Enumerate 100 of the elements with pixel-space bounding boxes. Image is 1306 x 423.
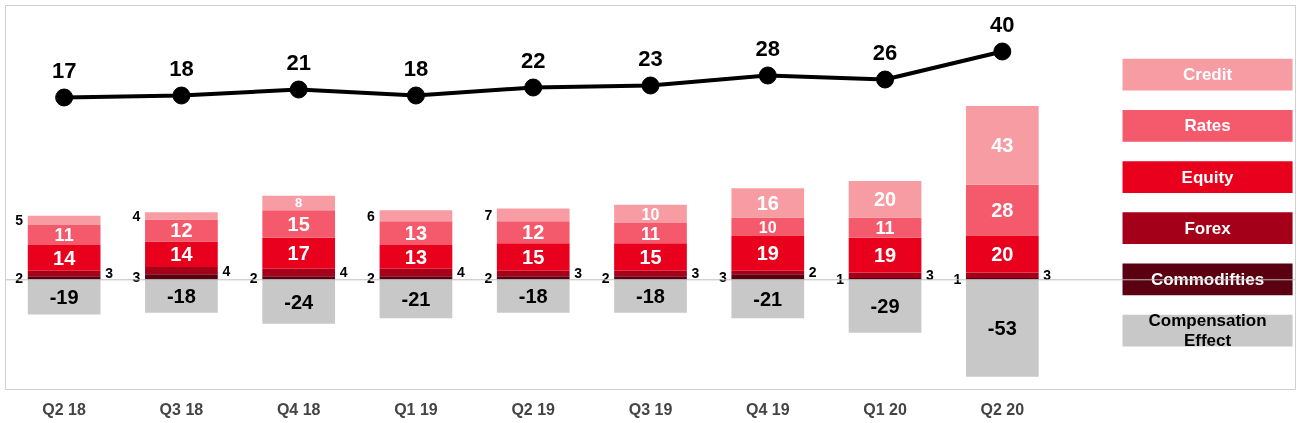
point <box>993 42 1012 61</box>
data-label: -19 <box>49 286 79 309</box>
bar <box>614 243 687 271</box>
data-label: 3 <box>718 269 727 286</box>
data-label: 10 <box>641 205 660 223</box>
data-label: 28 <box>755 35 781 61</box>
bar <box>262 237 336 269</box>
data-label: 6 <box>367 207 376 224</box>
text: Equity <box>1181 167 1235 187</box>
bar <box>145 266 218 275</box>
data-label: 3 <box>926 267 935 284</box>
bar <box>965 272 1039 278</box>
point <box>758 66 777 85</box>
data-label: 17 <box>51 57 77 83</box>
bar <box>379 210 453 222</box>
bar <box>614 270 687 277</box>
data-label: 3 <box>132 269 141 286</box>
text: Forex <box>1184 218 1232 238</box>
x-tick-label: Q2 19 <box>511 400 556 418</box>
data-label: 3 <box>691 265 700 282</box>
bar <box>965 235 1039 273</box>
point <box>55 88 74 107</box>
data-label: 11 <box>54 225 74 246</box>
data-label: 15 <box>287 213 310 236</box>
bar <box>145 241 218 267</box>
data-label: 5 <box>15 212 24 229</box>
data-label: 2 <box>808 264 817 281</box>
data-label: 3 <box>574 265 583 282</box>
data-label: 22 <box>520 47 546 73</box>
point <box>172 86 191 105</box>
bar <box>27 270 101 277</box>
data-label: -53 <box>987 317 1017 340</box>
data-label: 1 <box>953 270 962 287</box>
bar <box>496 243 570 271</box>
bar <box>731 235 805 271</box>
bar <box>145 212 218 220</box>
bar <box>379 268 453 277</box>
data-label: 21 <box>286 49 311 75</box>
bar <box>848 181 922 218</box>
bar <box>27 215 101 225</box>
bar <box>27 245 101 271</box>
data-label: 14 <box>53 246 77 269</box>
data-label: 16 <box>756 191 779 214</box>
data-label: 4 <box>222 262 231 279</box>
data-label: 2 <box>367 269 376 286</box>
data-label: 14 <box>170 243 194 266</box>
data-label: 15 <box>522 245 545 268</box>
data-label: 12 <box>522 221 545 244</box>
data-label: 12 <box>170 219 193 242</box>
point <box>641 76 660 95</box>
data-label: -18 <box>518 285 548 308</box>
data-label: 2 <box>15 269 24 286</box>
data-label: -21 <box>753 287 783 310</box>
data-label: 18 <box>169 55 194 81</box>
x-tick-label: Q1 19 <box>394 400 438 418</box>
bar <box>262 268 336 277</box>
data-label: 2 <box>249 269 258 286</box>
data-label: 15 <box>639 245 662 268</box>
data-label: 13 <box>404 222 428 245</box>
data-label: 2 <box>484 269 493 286</box>
text: Credit <box>1182 65 1233 85</box>
data-label: 2 <box>601 269 610 286</box>
x-tick-label: Q3 18 <box>159 400 204 418</box>
bar <box>496 208 570 222</box>
data-label: 3 <box>105 265 114 282</box>
x-tick-label: Q4 18 <box>276 400 321 418</box>
data-label: 8 <box>295 195 303 211</box>
data-label: -18 <box>166 285 196 308</box>
point <box>406 86 425 105</box>
data-label: 7 <box>484 206 493 223</box>
data-label: 11 <box>875 218 895 239</box>
data-label: -29 <box>870 295 900 318</box>
data-label: 20 <box>991 243 1014 266</box>
x-tick-label: Q2 18 <box>42 400 87 418</box>
bar <box>965 184 1039 236</box>
bar <box>262 195 336 211</box>
point <box>524 78 543 97</box>
bar <box>262 210 336 238</box>
data-label: 43 <box>991 134 1014 157</box>
data-label: 1 <box>836 270 845 287</box>
data-label: 4 <box>457 264 465 281</box>
x-tick-label: Q3 19 <box>628 400 673 418</box>
x-tick-label: Q2 20 <box>980 400 1025 418</box>
data-label: 18 <box>403 55 429 81</box>
data-label: -21 <box>401 287 431 310</box>
x-tick-label: Q4 19 <box>745 400 790 418</box>
data-label: 23 <box>638 45 663 71</box>
data-label: 19 <box>873 244 897 267</box>
data-label: 3 <box>1043 267 1052 284</box>
bar <box>614 223 687 244</box>
data-label: 11 <box>640 223 661 244</box>
bar <box>496 270 570 277</box>
text: Rates <box>1184 116 1231 136</box>
text: Commodifties <box>1150 269 1265 289</box>
data-label: 13 <box>404 245 428 268</box>
x-tick-label: Q1 20 <box>863 400 907 418</box>
bar <box>731 188 805 218</box>
data-label: 10 <box>758 218 777 236</box>
data-label: 4 <box>132 207 141 224</box>
text: Compensation Effect <box>1148 311 1267 351</box>
